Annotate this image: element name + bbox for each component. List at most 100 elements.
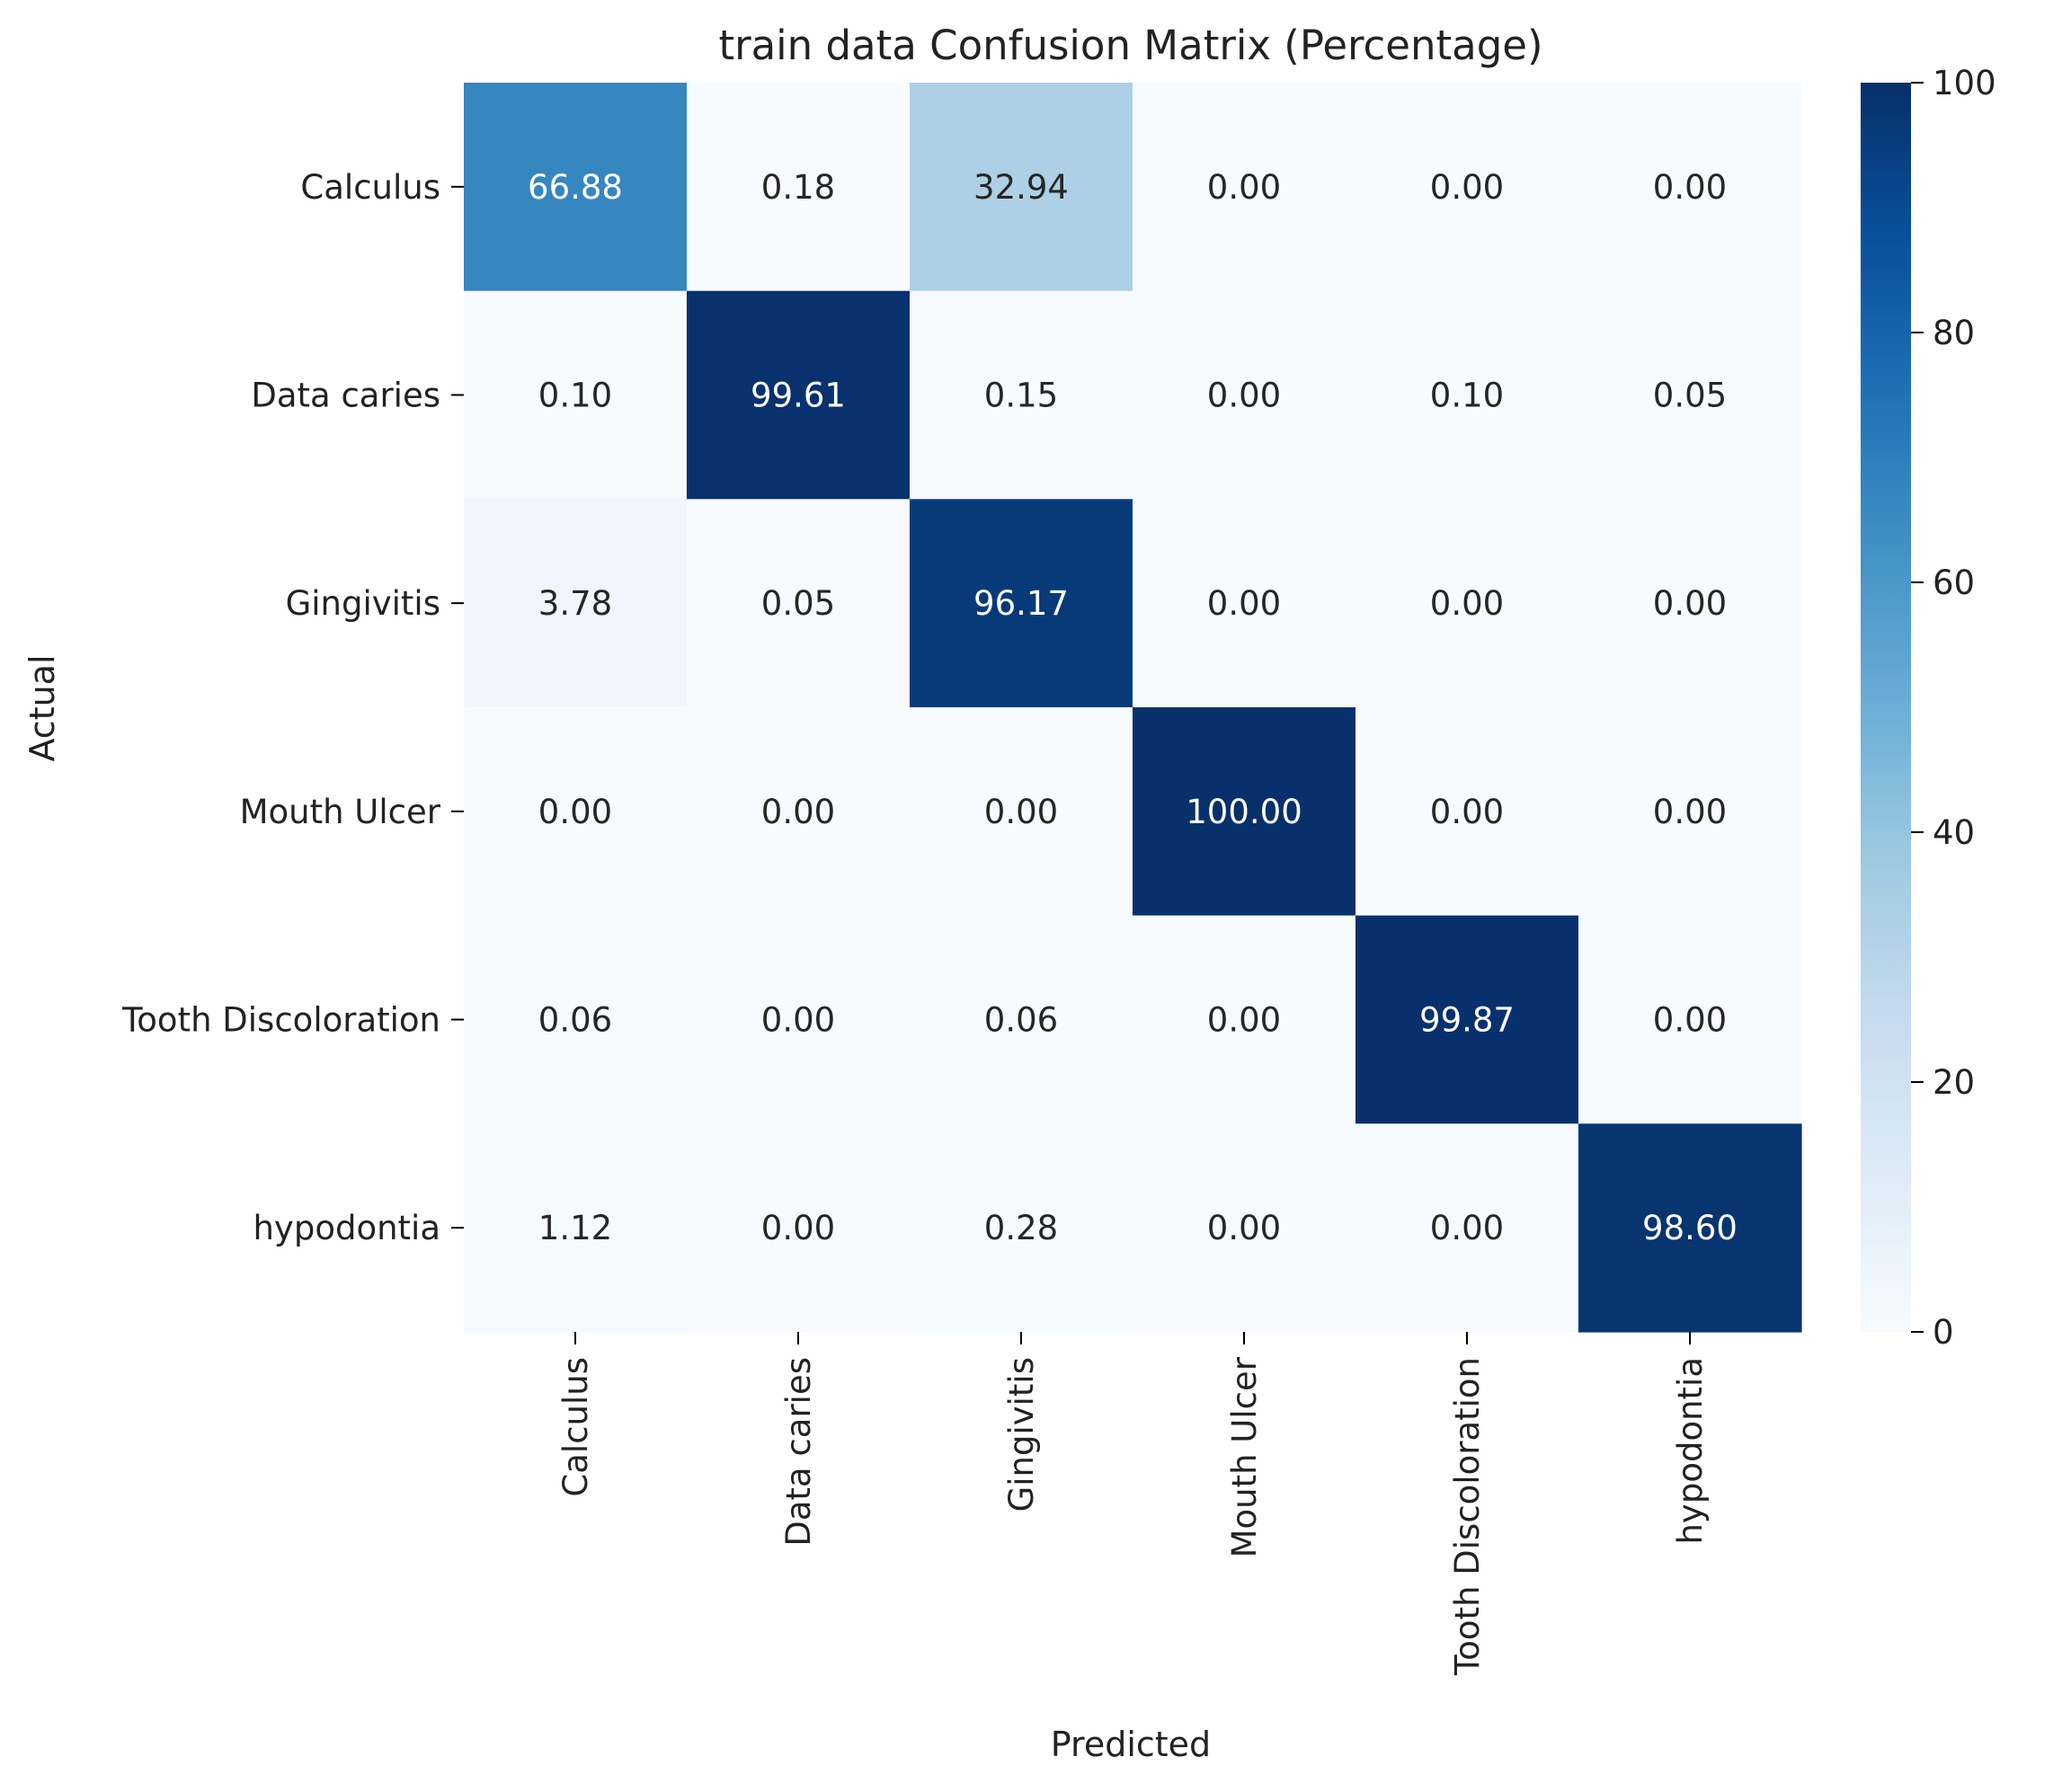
heatmap-cell — [464, 1123, 688, 1333]
x-tick-label: Calculus — [556, 1357, 595, 1497]
y-tick-label: hypodontia — [253, 1209, 440, 1247]
cell-value-label: 0.00 — [1207, 1001, 1281, 1040]
cell-value-label: 1.12 — [538, 1209, 612, 1247]
heatmap-cell — [1133, 915, 1356, 1124]
x-axis-ticks: Calculus Data caries Gingivitis Mouth Ulcer… — [556, 1332, 1710, 1676]
chart-title: train data Confusion Matrix (Percentage) — [718, 22, 1542, 69]
cell-value-label: 32.94 — [973, 168, 1069, 207]
heatmap-cell — [910, 290, 1133, 500]
heatmap-cell — [1133, 707, 1356, 917]
cell-value-label: 0.10 — [538, 377, 612, 415]
heatmap-cell — [1355, 290, 1579, 500]
cell-value-label: 98.60 — [1642, 1209, 1738, 1247]
heatmap-cell — [687, 707, 911, 917]
cell-value-label: 0.15 — [984, 377, 1058, 415]
cell-value-label: 0.10 — [1430, 377, 1504, 415]
heatmap-cell — [464, 83, 688, 292]
heatmap-cell — [1578, 915, 1802, 1124]
cell-value-label: 0.00 — [538, 793, 612, 831]
cell-value-label: 0.00 — [1430, 1209, 1504, 1247]
cell-value-label: 0.28 — [984, 1209, 1058, 1247]
cell-value-label: 99.87 — [1419, 1001, 1515, 1040]
heatmap-cell — [910, 915, 1133, 1124]
heatmap-cell — [1578, 83, 1802, 292]
heatmap-cell — [910, 707, 1133, 917]
heatmap-cell — [464, 499, 688, 708]
y-axis-title: Actual — [22, 654, 62, 761]
cell-value-label: 0.00 — [1207, 168, 1281, 207]
heatmap-cell — [464, 707, 688, 917]
cell-value-label: 66.88 — [528, 168, 623, 207]
heatmap-cell — [1578, 1123, 1802, 1333]
cell-value-label: 96.17 — [973, 584, 1069, 623]
heatmap-cell — [687, 83, 911, 292]
heatmap-cell — [1133, 499, 1356, 708]
x-tick-label: Data caries — [779, 1357, 818, 1547]
cell-value-label: 0.00 — [1207, 1209, 1281, 1247]
heatmap-cell — [1578, 499, 1802, 708]
cell-value-label: 3.78 — [538, 584, 612, 623]
cell-value-label: 99.61 — [751, 377, 846, 415]
heatmap-cell — [687, 1123, 911, 1333]
colorbar — [1861, 83, 1911, 1332]
heatmap-cell — [910, 83, 1133, 292]
colorbar-tick-label: 80 — [1933, 314, 1975, 352]
heatmap-annotations: 66.88 0.18 32.94 0.00 0.00 0.00 0.10 99.61 0.15 0… — [528, 168, 1738, 1247]
heatmap-cell — [1133, 1123, 1356, 1333]
cell-value-label: 0.00 — [1653, 168, 1727, 207]
heatmap-cell — [1133, 290, 1356, 500]
y-tick-label: Gingivitis — [286, 584, 440, 623]
heatmap-cell — [910, 1123, 1133, 1333]
y-tick-label: Data caries — [251, 377, 440, 415]
cell-value-label: 0.00 — [761, 1209, 835, 1247]
cell-value-label: 0.00 — [1653, 793, 1727, 831]
heatmap-cell — [1355, 499, 1579, 708]
x-tick-label: Tooth Discoloration — [1448, 1357, 1487, 1676]
colorbar-ticks: 0 20 40 60 80 100 — [1911, 64, 1996, 1352]
heatmap-cell — [1355, 915, 1579, 1124]
heatmap-cell — [910, 499, 1133, 708]
heatmap-cell — [464, 915, 688, 1124]
cell-value-label: 0.06 — [538, 1001, 612, 1040]
heatmap-cell — [687, 915, 911, 1124]
heatmap-cells — [464, 83, 1802, 1333]
cell-value-label: 0.00 — [761, 793, 835, 831]
cell-value-label: 0.00 — [1653, 584, 1727, 623]
cell-value-label: 0.00 — [1207, 584, 1281, 623]
cell-value-label: 0.05 — [1653, 377, 1727, 415]
cell-value-label: 0.00 — [1430, 793, 1504, 831]
heatmap-cell — [1578, 290, 1802, 500]
colorbar-tick-label: 20 — [1933, 1063, 1975, 1102]
cell-value-label: 0.00 — [761, 1001, 835, 1040]
colorbar-tick-label: 40 — [1933, 813, 1975, 852]
y-tick-label: Tooth Discoloration — [121, 1001, 440, 1040]
x-tick-label: Mouth Ulcer — [1225, 1356, 1264, 1557]
x-tick-label: Gingivitis — [1002, 1357, 1041, 1512]
cell-value-label: 0.00 — [1653, 1001, 1727, 1040]
cell-value-label: 0.05 — [761, 584, 835, 623]
y-tick-label: Calculus — [300, 168, 440, 207]
cell-value-label: 0.00 — [984, 793, 1058, 831]
heatmap-cell — [1355, 1123, 1579, 1333]
heatmap-cell — [1133, 83, 1356, 292]
x-axis-title: Predicted — [1051, 1725, 1211, 1764]
cell-value-label: 0.00 — [1430, 584, 1504, 623]
x-tick-label: hypodontia — [1671, 1357, 1710, 1545]
cell-value-label: 0.18 — [761, 168, 835, 207]
colorbar-tick-label: 0 — [1933, 1313, 1954, 1352]
colorbar-tick-label: 60 — [1933, 563, 1975, 602]
cell-value-label: 100.00 — [1186, 793, 1302, 831]
heatmap-cell — [687, 290, 911, 500]
heatmap-cell — [464, 290, 688, 500]
cell-value-label: 0.00 — [1207, 377, 1281, 415]
heatmap-cell — [1578, 707, 1802, 917]
heatmap-cell — [1355, 83, 1579, 292]
cell-value-label: 0.06 — [984, 1001, 1058, 1040]
colorbar-tick-label: 100 — [1933, 64, 1996, 102]
heatmap-cell — [687, 499, 911, 708]
y-tick-label: Mouth Ulcer — [240, 793, 441, 831]
cell-value-label: 0.00 — [1430, 168, 1504, 207]
y-axis-ticks: Calculus Data caries Gingivitis Mouth Ulcer… — [121, 168, 464, 1247]
heatmap-cell — [1355, 707, 1579, 917]
